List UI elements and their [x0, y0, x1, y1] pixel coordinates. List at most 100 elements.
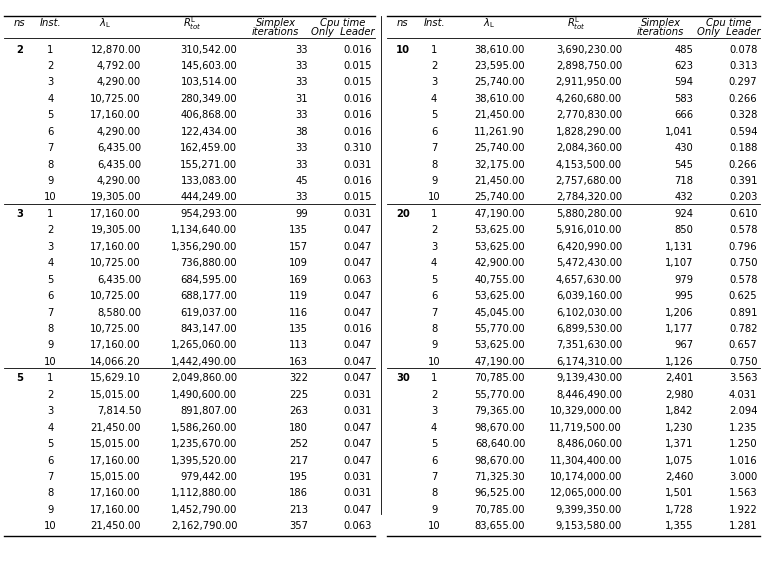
Text: 979,442.00: 979,442.00 [181, 472, 237, 482]
Text: 0.031: 0.031 [344, 159, 372, 169]
Text: 133,083.00: 133,083.00 [181, 176, 237, 186]
Text: 0.266: 0.266 [728, 159, 757, 169]
Text: 10,725.00: 10,725.00 [91, 291, 141, 301]
Text: 53,625.00: 53,625.00 [475, 341, 525, 350]
Text: 0.625: 0.625 [728, 291, 757, 301]
Text: 15,015.00: 15,015.00 [91, 472, 141, 482]
Text: 155,271.00: 155,271.00 [180, 159, 237, 169]
Text: 0.047: 0.047 [344, 307, 372, 318]
Text: 33: 33 [296, 61, 308, 71]
Text: 1,452,790.00: 1,452,790.00 [171, 505, 237, 515]
Text: $\lambda_\mathrm{L}$: $\lambda_\mathrm{L}$ [99, 16, 111, 30]
Text: 25,740.00: 25,740.00 [475, 77, 525, 87]
Text: 444,249.00: 444,249.00 [181, 193, 237, 203]
Text: 79,365.00: 79,365.00 [475, 406, 525, 416]
Text: 2: 2 [431, 225, 437, 235]
Text: 17,160.00: 17,160.00 [91, 110, 141, 120]
Text: 0.594: 0.594 [729, 127, 757, 137]
Text: 0.031: 0.031 [344, 390, 372, 400]
Text: 2,162,790.00: 2,162,790.00 [171, 521, 237, 531]
Text: 33: 33 [296, 110, 308, 120]
Text: 688,177.00: 688,177.00 [181, 291, 237, 301]
Text: 357: 357 [289, 521, 308, 531]
Text: 33: 33 [296, 193, 308, 203]
Text: 0.031: 0.031 [344, 406, 372, 416]
Text: 280,349.00: 280,349.00 [181, 94, 237, 104]
Text: 0.328: 0.328 [729, 110, 757, 120]
Text: 4,290.00: 4,290.00 [97, 77, 141, 87]
Text: Cpu time: Cpu time [320, 18, 366, 28]
Text: 217: 217 [289, 455, 308, 466]
Text: 0.047: 0.047 [344, 225, 372, 235]
Text: 42,900.00: 42,900.00 [475, 258, 525, 268]
Text: 0.047: 0.047 [344, 341, 372, 350]
Text: 3.000: 3.000 [729, 472, 757, 482]
Text: 4: 4 [431, 258, 437, 268]
Text: 10: 10 [427, 193, 440, 203]
Text: 11,304,400.00: 11,304,400.00 [550, 455, 622, 466]
Text: 9: 9 [431, 176, 437, 186]
Text: 8: 8 [47, 488, 53, 498]
Text: 1,206: 1,206 [664, 307, 693, 318]
Text: 5,916,010.00: 5,916,010.00 [555, 225, 622, 235]
Text: 6: 6 [431, 455, 437, 466]
Text: 4: 4 [431, 94, 437, 104]
Text: 14,066.20: 14,066.20 [91, 357, 141, 367]
Text: 96,525.00: 96,525.00 [475, 488, 525, 498]
Text: 8: 8 [47, 324, 53, 334]
Text: 6: 6 [431, 291, 437, 301]
Text: Inst.: Inst. [40, 18, 62, 28]
Text: 4,290.00: 4,290.00 [97, 176, 141, 186]
Text: 1: 1 [47, 373, 54, 383]
Text: 0.063: 0.063 [344, 521, 372, 531]
Text: 98,670.00: 98,670.00 [475, 423, 525, 432]
Text: 1,442,490.00: 1,442,490.00 [171, 357, 237, 367]
Text: Only  Leader: Only Leader [311, 27, 375, 37]
Text: 6,039,160.00: 6,039,160.00 [555, 291, 622, 301]
Text: 17,160.00: 17,160.00 [91, 341, 141, 350]
Text: 119: 119 [289, 291, 308, 301]
Text: 0.047: 0.047 [344, 291, 372, 301]
Text: 6,420,990.00: 6,420,990.00 [555, 242, 622, 252]
Text: 17,160.00: 17,160.00 [91, 505, 141, 515]
Text: 5,880,280.00: 5,880,280.00 [556, 209, 622, 219]
Text: 2,980: 2,980 [665, 390, 693, 400]
Text: 666: 666 [674, 110, 693, 120]
Text: 0.031: 0.031 [344, 488, 372, 498]
Text: 623: 623 [674, 61, 693, 71]
Text: 47,190.00: 47,190.00 [475, 209, 525, 219]
Text: 116: 116 [289, 307, 308, 318]
Text: 5: 5 [431, 110, 437, 120]
Text: 83,655.00: 83,655.00 [475, 521, 525, 531]
Text: 10: 10 [44, 521, 57, 531]
Text: 1.250: 1.250 [728, 439, 757, 449]
Text: 2,898,750.00: 2,898,750.00 [555, 61, 622, 71]
Text: 17,160.00: 17,160.00 [91, 209, 141, 219]
Text: 0.610: 0.610 [729, 209, 757, 219]
Text: 71,325.30: 71,325.30 [475, 472, 525, 482]
Text: 322: 322 [289, 373, 308, 383]
Text: 21,450.00: 21,450.00 [91, 521, 141, 531]
Text: 17,160.00: 17,160.00 [91, 242, 141, 252]
Text: 30: 30 [396, 373, 410, 383]
Text: 1,041: 1,041 [665, 127, 693, 137]
Text: 33: 33 [296, 77, 308, 87]
Text: 1.016: 1.016 [728, 455, 757, 466]
Text: 1,395,520.00: 1,395,520.00 [171, 455, 237, 466]
Text: 2,460: 2,460 [665, 472, 693, 482]
Text: 1,235,670.00: 1,235,670.00 [171, 439, 237, 449]
Text: 68,640.00: 68,640.00 [475, 439, 525, 449]
Text: 954,293.00: 954,293.00 [181, 209, 237, 219]
Text: 4,657,630.00: 4,657,630.00 [555, 275, 622, 285]
Text: 0.188: 0.188 [729, 143, 757, 153]
Text: 2: 2 [47, 225, 54, 235]
Text: 485: 485 [674, 44, 693, 55]
Text: 0.578: 0.578 [729, 225, 757, 235]
Text: 5: 5 [431, 275, 437, 285]
Text: 718: 718 [674, 176, 693, 186]
Text: 7: 7 [431, 143, 437, 153]
Text: 0.016: 0.016 [344, 110, 372, 120]
Text: 40,755.00: 40,755.00 [475, 275, 525, 285]
Text: 10: 10 [44, 193, 57, 203]
Text: 9: 9 [47, 341, 54, 350]
